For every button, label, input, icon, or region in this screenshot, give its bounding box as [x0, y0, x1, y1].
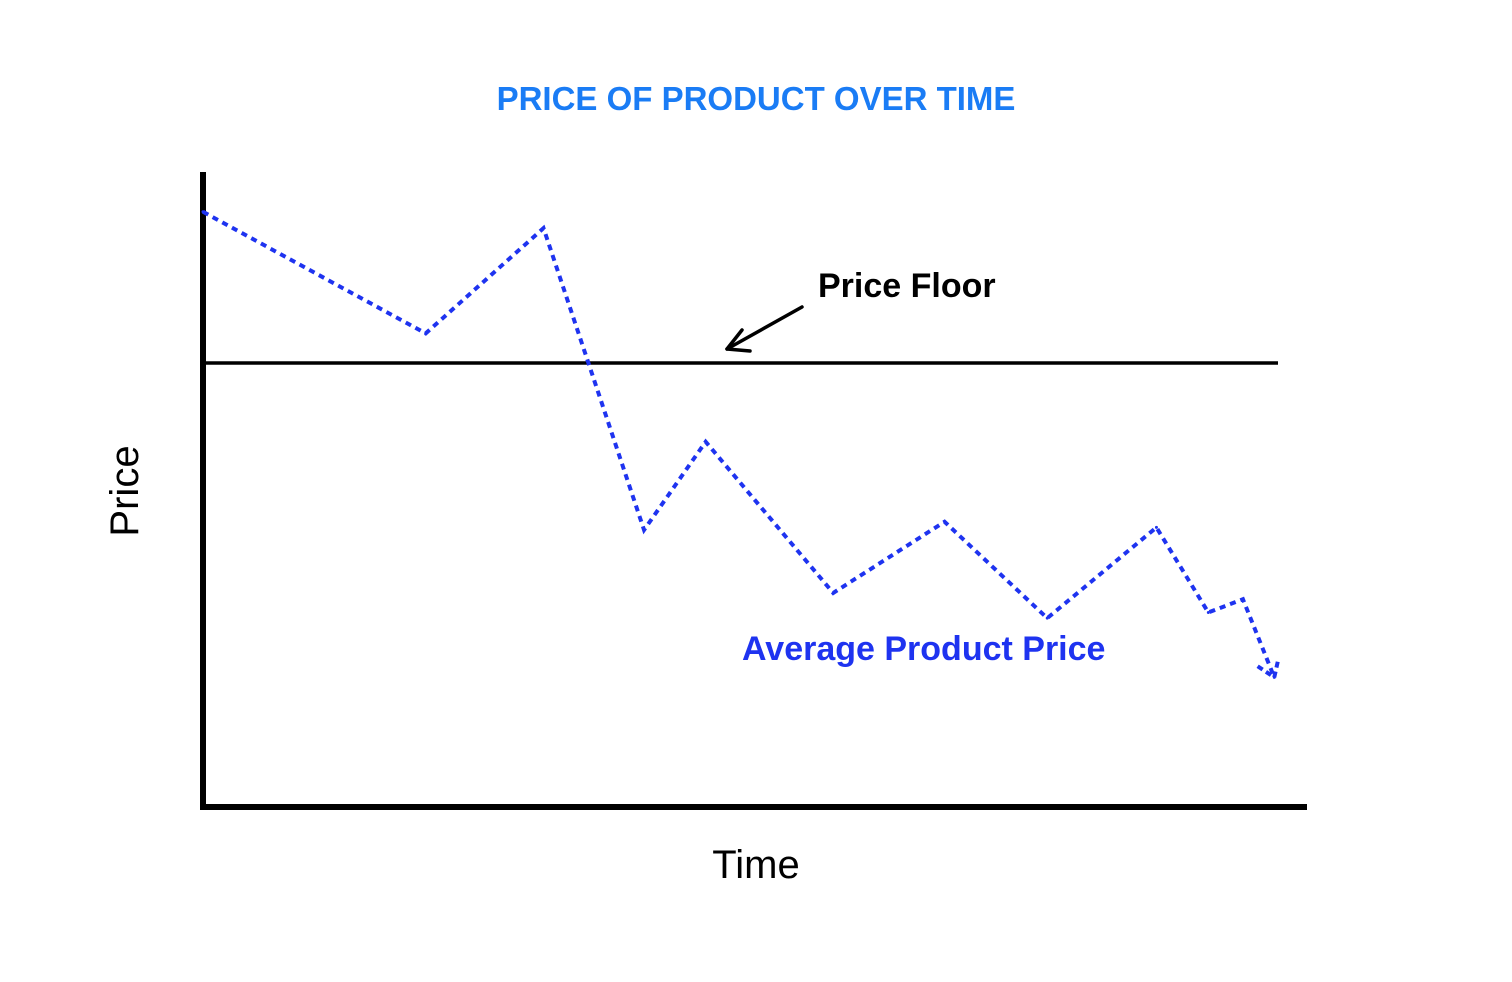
series-point-4 [704, 440, 708, 444]
series-point-3 [642, 528, 646, 532]
series-point-1 [424, 331, 428, 335]
series-point-5 [831, 591, 835, 595]
series-point-6 [943, 520, 947, 524]
series-layer [201, 210, 1281, 681]
x-axis-label: Time [712, 843, 799, 887]
series-line-0 [202, 210, 1277, 679]
series-point-0 [201, 210, 205, 214]
series-point-10 [1241, 597, 1245, 601]
series-point-2 [542, 226, 546, 230]
series-point-8 [1154, 525, 1158, 529]
series-point-11 [1272, 675, 1276, 679]
chart-title: PRICE OF PRODUCT OVER TIME [497, 80, 1016, 117]
y-axis-label: Price [103, 445, 147, 536]
series-arrowhead-icon [1256, 657, 1281, 681]
series-point-9 [1206, 610, 1210, 614]
series-label-average-product-price: Average Product Price [742, 630, 1105, 668]
price-floor-arrow-icon [725, 305, 804, 353]
series-point-7 [1045, 616, 1049, 620]
price-floor-label: Price Floor [818, 267, 996, 305]
